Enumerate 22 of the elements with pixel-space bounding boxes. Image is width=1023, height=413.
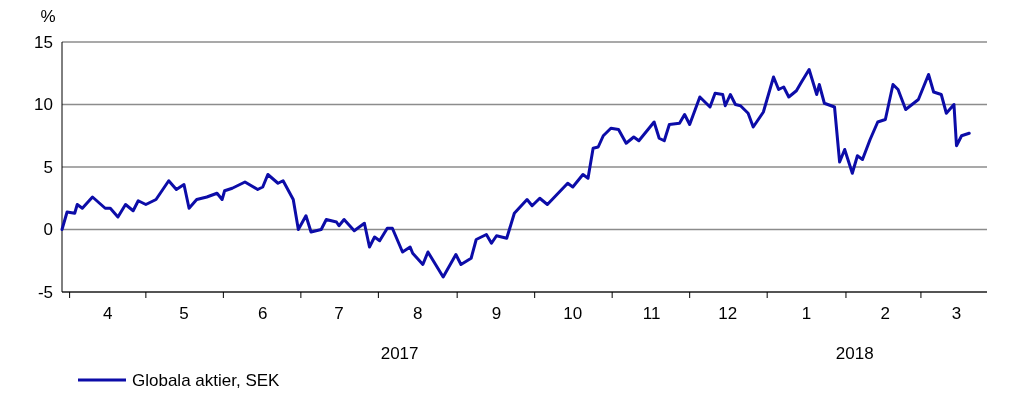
y-axis-title: % [40, 7, 56, 26]
x-tick-label: 6 [258, 304, 268, 323]
x-tick-label: 1 [801, 304, 812, 323]
line-series [60, 68, 971, 279]
y-tick-label: 15 [34, 32, 53, 52]
x-tick-label: 4 [103, 304, 113, 323]
y-tick-label: 5 [43, 157, 53, 177]
x-tick-label: 5 [179, 304, 189, 323]
y-tick-label: 0 [43, 220, 53, 240]
y-tick-label: -5 [37, 282, 53, 302]
x-tick-label: 12 [718, 304, 738, 323]
y-tick-label: 10 [34, 95, 53, 115]
x-tick-label: 2 [880, 304, 891, 323]
text: 2017 [380, 344, 419, 363]
x-tick-label: 10 [563, 304, 583, 323]
x-tick-label: 11 [642, 304, 661, 323]
x-tick-label: 9 [491, 304, 502, 323]
x-tick-label: 3 [951, 304, 962, 323]
legend-label: Globala aktier, SEK [132, 370, 281, 390]
text: 2018 [835, 344, 874, 363]
x-tick-label: 7 [334, 304, 344, 323]
x-tick-label: 8 [413, 304, 423, 323]
